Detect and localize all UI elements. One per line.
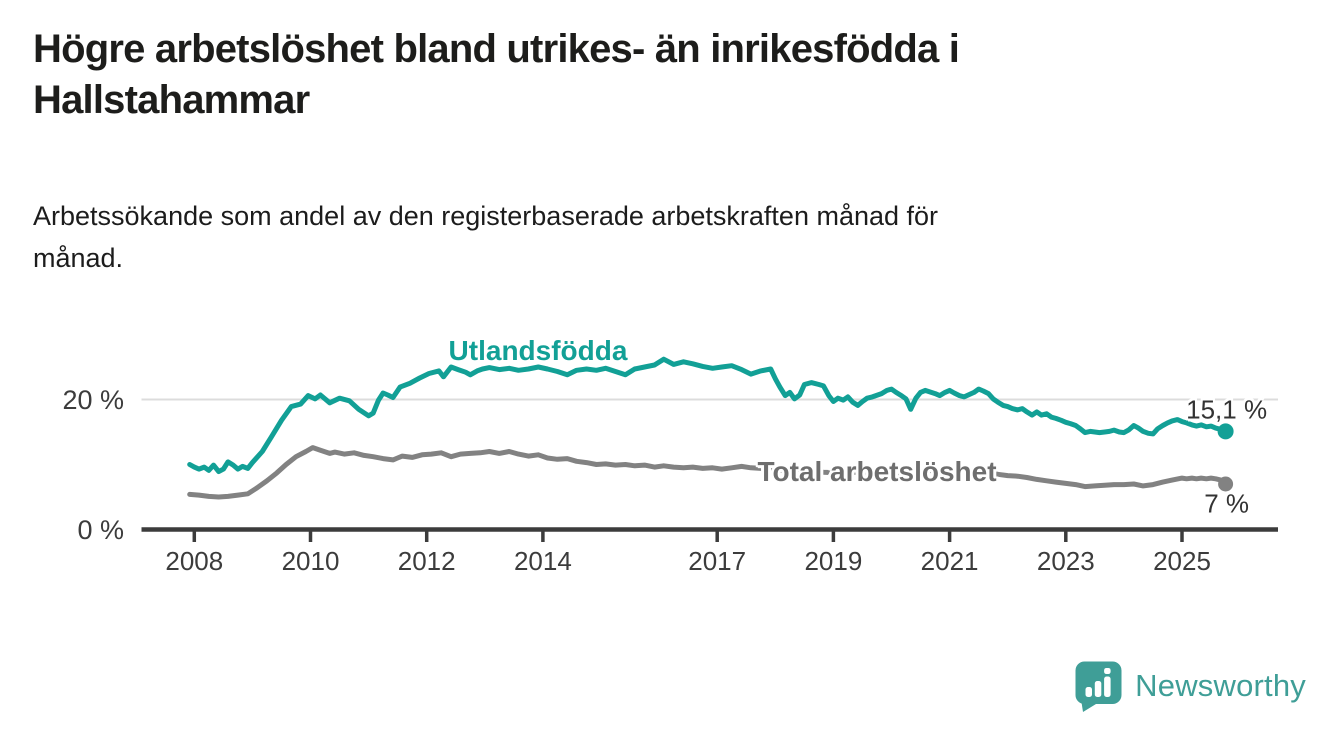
newsworthy-logo-icon — [1075, 661, 1122, 712]
logo-bar-medium — [1094, 681, 1102, 697]
page-title-line-2: Hallstahammar — [33, 78, 310, 123]
x-axis-label-2025: 2025 — [1153, 546, 1211, 576]
value-label-utlandsfodda: 15,1 % — [1186, 394, 1268, 425]
newsworthy-logo[interactable]: Newsworthy — [1074, 660, 1306, 712]
page-subtitle-line-1: Arbetssökande som andel av den registerb… — [33, 201, 939, 231]
logo-bar-tall — [1104, 676, 1111, 697]
page-subtitle-line-2: månad. — [33, 242, 124, 273]
page-title: Högre arbetslöshet bland utrikes- än inr… — [33, 24, 1293, 126]
x-axis-label-2023: 2023 — [1036, 546, 1095, 576]
x-axis-label-2012: 2012 — [397, 546, 456, 576]
x-axis-label-2010: 2010 — [281, 546, 340, 576]
series-line-utlandsf-dda — [187, 356, 1229, 475]
series-endpoint-total-arbetsl-shet — [1218, 476, 1234, 492]
series-label-utlandsfodda: Utlandsfödda — [448, 335, 628, 366]
newsworthy-logo-text: Newsworthy — [1135, 668, 1306, 703]
series-endpoint-utlandsf-dda — [1217, 423, 1234, 440]
x-axis-label-2008: 2008 — [165, 546, 224, 576]
series-line-total-arbetsl-shet — [187, 445, 1229, 500]
x-axis-label-2014: 2014 — [513, 546, 572, 576]
x-axis-label-2019: 2019 — [804, 546, 863, 576]
page-title-line-1: Högre arbetslöshet bland utrikes- än inr… — [33, 27, 960, 71]
page-subtitle: Arbetssökande som andel av den registerb… — [33, 196, 1293, 280]
y-axis-label-20: 20 % — [62, 384, 124, 415]
logo-bar-short — [1085, 687, 1093, 697]
y-axis-label-0: 0 % — [77, 514, 124, 545]
series-label-total-arbetsloshet: Total arbetslöshet — [757, 456, 997, 487]
x-axis-label-2021: 2021 — [920, 546, 979, 576]
x-axis-label-2017: 2017 — [688, 546, 747, 576]
value-label-total-arbetsloshet: 7 % — [1204, 488, 1249, 519]
logo-exclamation-dot — [1104, 668, 1111, 674]
